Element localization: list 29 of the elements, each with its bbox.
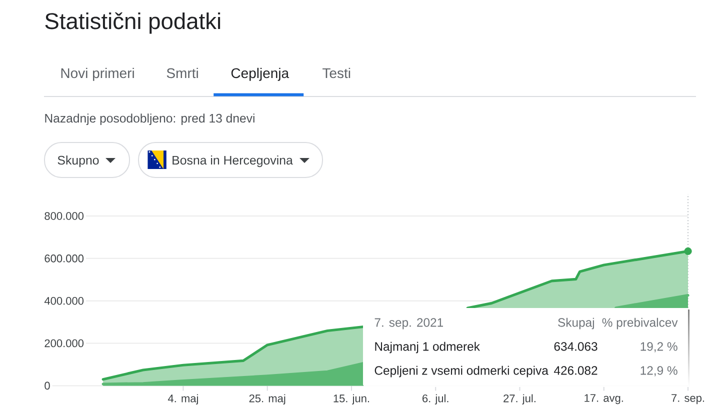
y-tick-label: 400.000 bbox=[44, 296, 84, 305]
x-tick-label: 17. avg. bbox=[584, 394, 623, 404]
x-tick-label: 4. maj bbox=[168, 394, 198, 404]
annotation: 634.063 bbox=[554, 342, 598, 351]
x-tick-label: 15. jun. bbox=[334, 394, 370, 404]
annotation: Cepljeni z vsemi odmerki cepiva bbox=[374, 366, 548, 378]
text: Novi primeri bbox=[61, 68, 134, 81]
y-tick-label: 0 bbox=[44, 382, 50, 390]
y-tick-label: 600.000 bbox=[44, 254, 84, 262]
text: Nazadnje posodobljeno: pred 13 dnevi bbox=[45, 114, 254, 126]
annotation: 12,9 % bbox=[640, 366, 678, 376]
chart-title: Statistični podatki bbox=[45, 12, 220, 34]
text: Bosna in Hercegovina bbox=[172, 156, 293, 168]
annotation: % prebivalcev bbox=[602, 318, 678, 330]
text: Testi bbox=[322, 68, 350, 78]
y-tick-label: 800.000 bbox=[44, 212, 84, 220]
annotation: 7. sep. 2021 bbox=[374, 318, 443, 330]
annotation: 19,2 % bbox=[640, 342, 678, 352]
text: Cepljenja bbox=[231, 68, 290, 81]
y-tick-label: 200.000 bbox=[44, 339, 84, 348]
x-tick-label: 7. sep. bbox=[672, 394, 704, 404]
text: Smrti bbox=[166, 68, 198, 78]
annotation: Najmanj 1 odmerek bbox=[375, 342, 480, 354]
x-tick-label: 27. jul. bbox=[504, 394, 536, 404]
text: Skupno bbox=[58, 156, 99, 168]
annotation: Skupaj bbox=[558, 318, 594, 330]
x-tick-label: 25. maj bbox=[249, 394, 286, 404]
x-tick-label: 6. jul. bbox=[422, 394, 448, 404]
annotation: 426.082 bbox=[554, 366, 598, 375]
